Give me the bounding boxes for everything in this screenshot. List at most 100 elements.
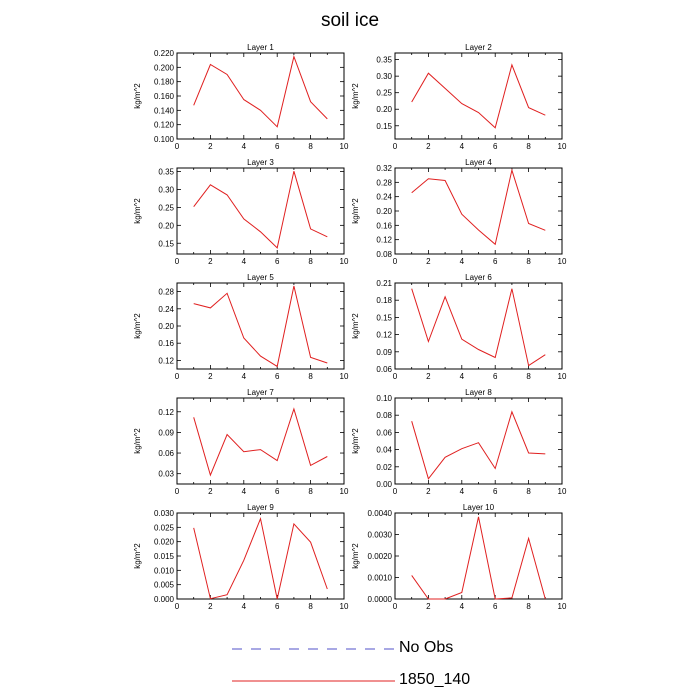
chart-10-xtick-label: 2 (426, 602, 431, 611)
chart-8-xtick-label: 2 (426, 487, 431, 496)
chart-6-xtick-label: 6 (493, 372, 498, 381)
chart-6-ytick-label: 0.21 (376, 279, 392, 288)
chart-8-ytick-label: 0.08 (376, 411, 392, 420)
chart-10-ytick-label: 0.0020 (368, 552, 393, 561)
chart-1-title: Layer 1 (247, 43, 274, 52)
chart-1-xtick-label: 10 (340, 142, 349, 151)
chart-6-ytick-label: 0.06 (376, 365, 392, 374)
chart-9-panel: Layer 9 0 2 4 6 8 10 0.000 0.005 0.010 0.015 0.020 0… (133, 503, 349, 611)
chart-2-panel: Layer 2 0 2 4 6 8 10 0.15 0.20 0.25 0.30 0.35 kg/m^2 (351, 43, 567, 151)
chart-4-ytick-label: 0.24 (376, 193, 392, 202)
chart-5-xtick-label: 2 (208, 372, 213, 381)
chart-4-ytick-label: 0.16 (376, 221, 392, 230)
chart-9-xtick-label: 8 (308, 602, 313, 611)
chart-8-xtick-label: 4 (460, 487, 465, 496)
chart-8-series-line (411, 410, 546, 480)
chart-3-ytick-label: 0.25 (158, 203, 174, 212)
chart-10-xtick-label: 0 (393, 602, 398, 611)
chart-4-xtick-label: 0 (393, 257, 398, 266)
chart-9-frame (176, 512, 345, 600)
chart-10-xtick-label: 6 (493, 602, 498, 611)
chart-7-ylabel: kg/m^2 (133, 428, 142, 454)
chart-1-panel: Layer 1 0 2 4 6 8 10 0.100 0.120 0.140 0.160 0.180 0… (133, 43, 349, 151)
chart-9-xtick-label: 4 (242, 602, 247, 611)
chart-9-xtick-label: 0 (175, 602, 180, 611)
chart-5-ytick-label: 0.24 (158, 305, 174, 314)
chart-6-xtick-label: 10 (558, 372, 567, 381)
chart-1-ytick-label: 0.160 (154, 92, 175, 101)
chart-3-xtick-label: 10 (340, 257, 349, 266)
chart-8-ytick-label: 0.10 (376, 394, 392, 403)
chart-8-ytick-label: 0.04 (376, 446, 392, 455)
chart-5-ytick-label: 0.12 (158, 356, 174, 365)
chart-2-ytick-label: 0.35 (376, 56, 392, 65)
chart-2-ytick-label: 0.25 (376, 89, 392, 98)
chart-4-xtick-label: 4 (460, 257, 465, 266)
chart-9-xtick-label: 2 (208, 602, 213, 611)
chart-4-ylabel: kg/m^2 (351, 198, 360, 224)
chart-9-ytick-label: 0.030 (154, 509, 175, 518)
chart-5-ylabel: kg/m^2 (133, 313, 142, 339)
chart-6-ytick-label: 0.09 (376, 348, 392, 357)
chart-2-title: Layer 2 (465, 43, 492, 52)
chart-6-title: Layer 6 (465, 273, 492, 282)
chart-4-xtick-label: 6 (493, 257, 498, 266)
chart-1-xtick-label: 2 (208, 142, 213, 151)
chart-10-series-line (411, 516, 546, 600)
chart-2-xtick-label: 6 (493, 142, 498, 151)
chart-10-ytick-label: 0.0000 (368, 595, 393, 604)
chart-1-xtick-label: 4 (242, 142, 247, 151)
chart-4-xtick-label: 2 (426, 257, 431, 266)
chart-7-panel: Layer 7 0 2 4 6 8 10 0.03 0.06 0.09 0.12 kg/m^2 (133, 388, 349, 496)
chart-2-ytick-label: 0.30 (376, 72, 392, 81)
chart-5-xtick-label: 0 (175, 372, 180, 381)
chart-4-ytick-label: 0.08 (376, 250, 392, 259)
chart-9-ytick-label: 0.015 (154, 552, 175, 561)
chart-7-frame (176, 397, 345, 485)
chart-7-series-line (193, 407, 328, 477)
chart-6-series-line (411, 288, 546, 367)
chart-8-ytick-label: 0.02 (376, 463, 392, 472)
chart-7-xtick-label: 8 (308, 487, 313, 496)
chart-6-xtick-label: 8 (526, 372, 531, 381)
chart-7-xtick-label: 10 (340, 487, 349, 496)
chart-2-ytick-label: 0.15 (376, 122, 392, 131)
chart-3-xtick-label: 6 (275, 257, 280, 266)
chart-8-frame (394, 397, 563, 485)
page-title: soil ice (320, 10, 380, 31)
chart-10-ylabel: kg/m^2 (351, 543, 360, 569)
chart-8-ylabel: kg/m^2 (351, 428, 360, 454)
chart-7-xtick-label: 0 (175, 487, 180, 496)
chart-8-xtick-label: 0 (393, 487, 398, 496)
chart-10-ytick-label: 0.0040 (368, 509, 393, 518)
chart-1-xtick-label: 0 (175, 142, 180, 151)
chart-3-panel: Layer 3 0 2 4 6 8 10 0.15 0.20 0.25 0.30 0.35 kg/m^2 (133, 158, 349, 266)
chart-1-ytick-label: 0.120 (154, 121, 175, 130)
chart-2-xtick-label: 8 (526, 142, 531, 151)
chart-6-panel: Layer 6 0 2 4 6 8 10 0.06 0.09 0.12 0.15 0.18 0.21 kg… (351, 273, 567, 381)
chart-6-ytick-label: 0.12 (376, 331, 392, 340)
chart-6-frame (394, 282, 563, 370)
chart-9-ytick-label: 0.025 (154, 523, 175, 532)
chart-5-title: Layer 5 (247, 273, 274, 282)
chart-6-xtick-label: 2 (426, 372, 431, 381)
chart-4-xtick-label: 10 (558, 257, 567, 266)
chart-1-ytick-label: 0.180 (154, 78, 175, 87)
chart-5-xtick-label: 10 (340, 372, 349, 381)
chart-3-series-line (193, 171, 328, 249)
chart-4-frame (394, 167, 563, 255)
chart-7-ytick-label: 0.06 (158, 449, 174, 458)
chart-9-ytick-label: 0.010 (154, 566, 175, 575)
chart-3-ytick-label: 0.20 (158, 221, 174, 230)
chart-4-ytick-label: 0.20 (376, 207, 392, 216)
chart-1-series-line (193, 54, 328, 128)
chart-1-ylabel: kg/m^2 (133, 83, 142, 109)
chart-9-xtick-label: 6 (275, 602, 280, 611)
chart-4-xtick-label: 8 (526, 257, 531, 266)
chart-8-xtick-label: 10 (558, 487, 567, 496)
chart-7-ytick-label: 0.09 (158, 428, 174, 437)
chart-4-series-line (411, 168, 546, 246)
chart-4-panel: Layer 4 0 2 4 6 8 10 0.08 0.12 0.16 0.20 0.24 0.28 0.… (351, 158, 567, 266)
chart-9-ylabel: kg/m^2 (133, 543, 142, 569)
